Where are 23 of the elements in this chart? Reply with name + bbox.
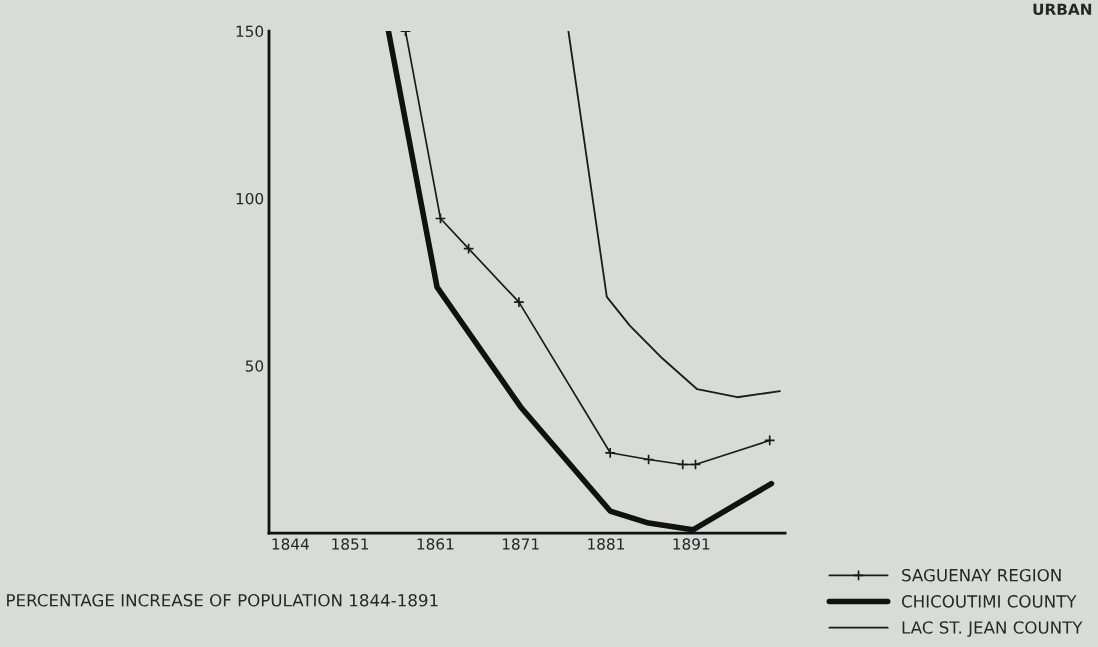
text: PERCENTAGE INCREASE OF POPULATION 1844-1891 bbox=[7, 593, 438, 607]
y-tick-label: 50 bbox=[245, 360, 264, 372]
x-tick-label: 1891 bbox=[673, 538, 710, 550]
point bbox=[513, 296, 525, 308]
line-series bbox=[567, 31, 781, 399]
y-tick-label: 100 bbox=[236, 192, 264, 205]
point bbox=[434, 212, 447, 225]
point bbox=[642, 453, 655, 466]
x-tick-label: 1871 bbox=[502, 538, 539, 550]
point bbox=[604, 447, 616, 459]
point bbox=[462, 242, 475, 255]
point bbox=[764, 434, 776, 447]
x-tick-label: 1851 bbox=[332, 538, 369, 550]
legend-label: CHICOUTIMI COUNTY bbox=[901, 595, 1077, 608]
x-tick-label: 1861 bbox=[417, 538, 454, 550]
x-tick-label: 1844 bbox=[272, 538, 309, 550]
point bbox=[689, 458, 702, 471]
point bbox=[677, 458, 689, 471]
legend-label: SAGUENAY REGION bbox=[902, 568, 1061, 582]
y-tick-label: 150 bbox=[236, 25, 264, 38]
x-tick-label: 1881 bbox=[588, 538, 624, 550]
legend-label: LAC ST. JEAN COUNTY bbox=[902, 621, 1083, 637]
text: URBAN bbox=[1033, 3, 1092, 16]
